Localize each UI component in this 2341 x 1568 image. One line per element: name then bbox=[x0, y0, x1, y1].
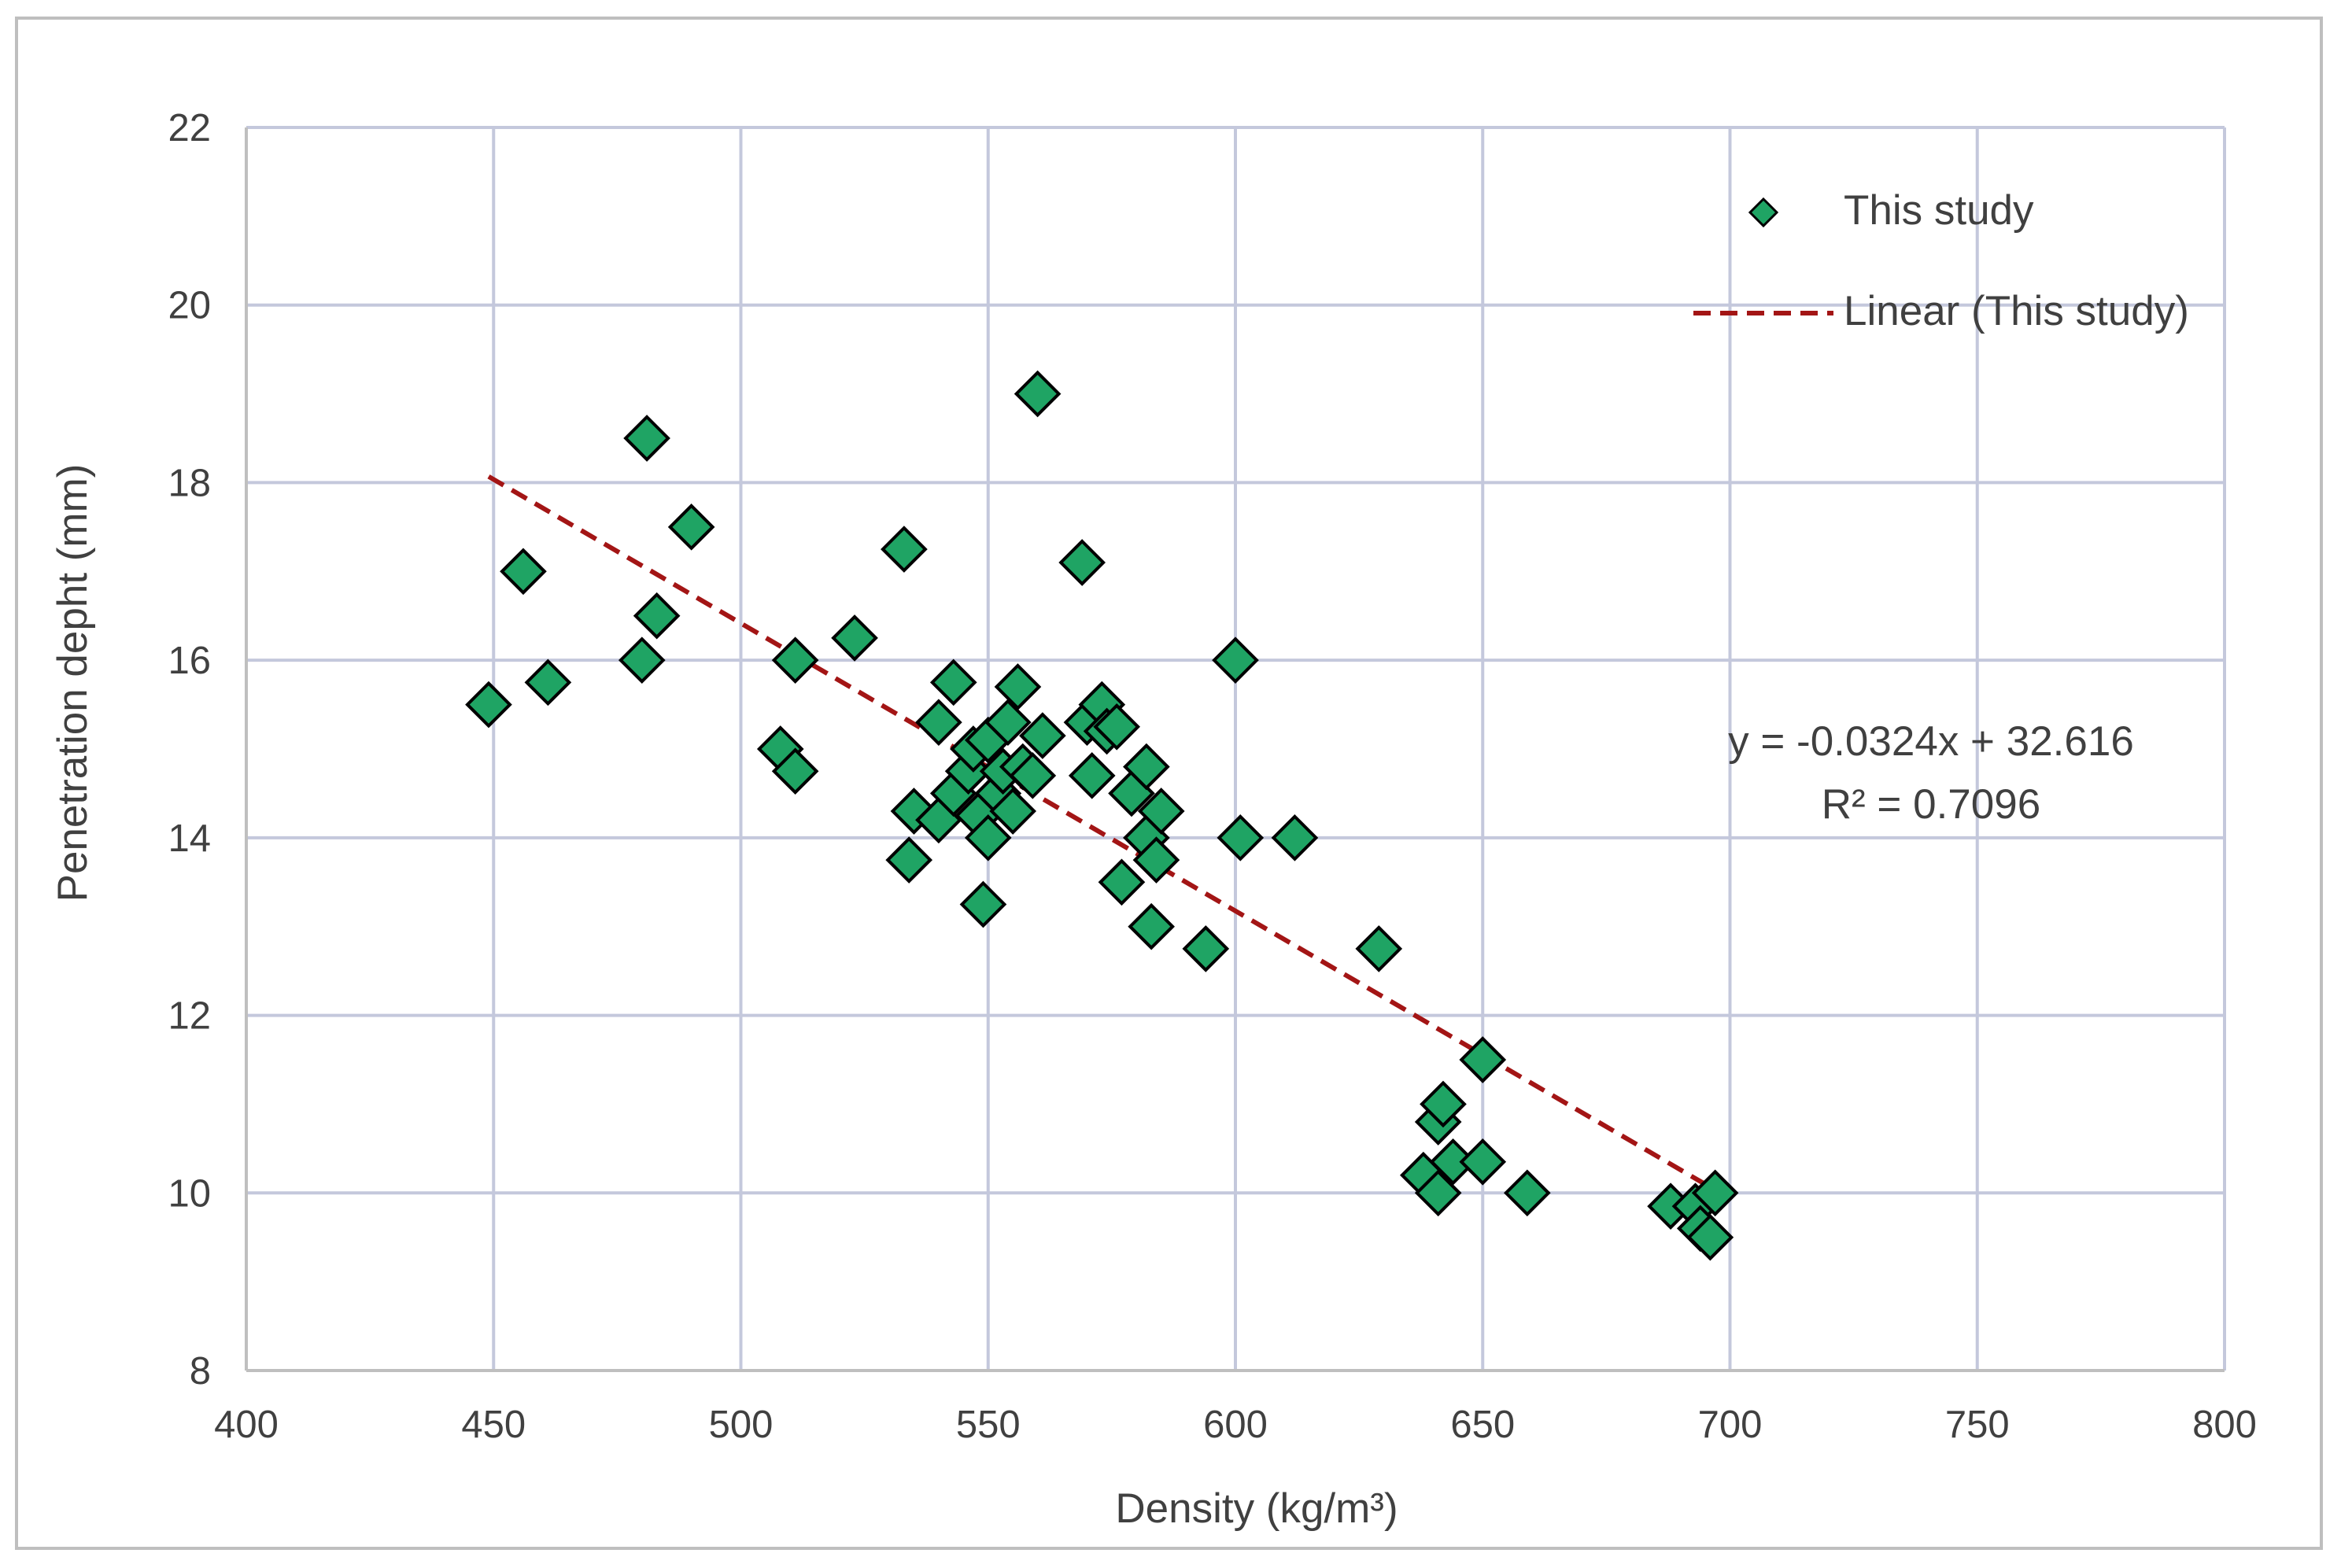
y-tick-label: 22 bbox=[168, 107, 211, 149]
data-point bbox=[989, 788, 1037, 835]
y-tick-label: 8 bbox=[190, 1350, 211, 1393]
y-tick-label: 12 bbox=[168, 995, 211, 1038]
legend-label-trendline: Linear (This study) bbox=[1844, 288, 2189, 334]
x-tick-label: 800 bbox=[2192, 1404, 2257, 1446]
legend-label-this-study: This study bbox=[1844, 187, 2034, 234]
data-point bbox=[881, 526, 928, 573]
data-point bbox=[964, 814, 1012, 861]
data-point bbox=[1271, 814, 1319, 861]
data-point bbox=[1686, 1213, 1734, 1261]
data-point bbox=[1182, 925, 1230, 972]
y-tick-label: 16 bbox=[168, 640, 211, 682]
data-point bbox=[1459, 1138, 1507, 1186]
data-point bbox=[959, 880, 1007, 928]
data-point bbox=[500, 548, 547, 596]
x-tick-label: 500 bbox=[709, 1404, 774, 1446]
legend: This study Linear (This study) bbox=[1693, 187, 2189, 334]
data-point bbox=[1009, 752, 1057, 799]
data-point bbox=[831, 614, 878, 662]
data-point bbox=[994, 663, 1042, 710]
data-point bbox=[618, 636, 666, 684]
y-axis-title: Penetration depht (mm) bbox=[50, 464, 96, 902]
y-tick-label: 10 bbox=[168, 1172, 211, 1215]
data-point bbox=[944, 747, 992, 795]
data-point bbox=[1014, 370, 1062, 418]
x-tick-label: 550 bbox=[956, 1404, 1021, 1446]
data-point bbox=[1414, 1169, 1462, 1217]
data-point bbox=[1093, 703, 1140, 751]
data-point bbox=[633, 592, 681, 640]
data-point bbox=[1098, 858, 1146, 906]
data-point bbox=[1355, 925, 1403, 972]
data-point bbox=[1691, 1169, 1739, 1217]
data-point bbox=[984, 699, 1032, 746]
data-point bbox=[1068, 752, 1116, 799]
x-tick-label: 600 bbox=[1203, 1404, 1268, 1446]
x-tick-label: 400 bbox=[214, 1404, 279, 1446]
data-point bbox=[667, 504, 715, 551]
data-point bbox=[1212, 636, 1259, 684]
data-point bbox=[1217, 814, 1265, 861]
data-point bbox=[1132, 836, 1180, 884]
data-point bbox=[1058, 539, 1106, 586]
x-tick-label: 750 bbox=[1945, 1404, 2010, 1446]
data-point bbox=[771, 747, 819, 795]
y-tick-label: 20 bbox=[168, 285, 211, 327]
trendline bbox=[487, 474, 1717, 1193]
data-points bbox=[465, 370, 1739, 1261]
data-point bbox=[915, 699, 962, 746]
x-tick-label: 650 bbox=[1450, 1404, 1515, 1446]
x-axis-title: Density (kg/m³) bbox=[1115, 1485, 1398, 1532]
data-point bbox=[929, 659, 977, 707]
data-point bbox=[465, 681, 512, 729]
data-point bbox=[771, 636, 819, 684]
trendline-layer bbox=[487, 474, 1717, 1193]
gridlines bbox=[246, 126, 2226, 1371]
data-point bbox=[1123, 743, 1170, 791]
data-point bbox=[1420, 1080, 1467, 1128]
data-point bbox=[1019, 712, 1066, 759]
data-point bbox=[885, 836, 933, 884]
trendline-equation: y = -0.0324x + 32.616 bbox=[1728, 718, 2134, 765]
data-point bbox=[623, 415, 670, 462]
trendline-equation-annotation: y = -0.0324x + 32.616 R² = 0.7096 bbox=[1728, 718, 2134, 828]
y-tick-label: 18 bbox=[168, 462, 211, 504]
x-tick-label: 700 bbox=[1698, 1404, 1763, 1446]
data-point bbox=[1503, 1169, 1551, 1217]
y-tick-label: 14 bbox=[168, 817, 211, 860]
x-tick-label: 450 bbox=[461, 1404, 526, 1446]
data-point bbox=[1459, 1036, 1507, 1083]
data-point bbox=[1128, 902, 1175, 950]
data-point bbox=[1137, 788, 1185, 835]
legend-marker-this-study bbox=[1748, 197, 1779, 228]
chart-frame bbox=[15, 17, 2323, 1550]
trendline-r-squared: R² = 0.7096 bbox=[1822, 781, 2040, 828]
axes: 400 450 500 550 600 650 700 750 800 8 10 12 14 16 18 20… bbox=[168, 107, 2256, 1446]
data-point bbox=[524, 659, 572, 707]
